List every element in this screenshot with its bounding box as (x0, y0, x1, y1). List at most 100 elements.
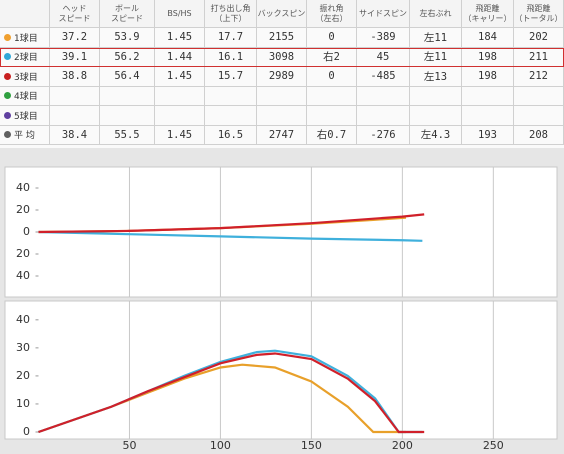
row-label-text: 5球目 (14, 111, 38, 122)
data-cell: -389 (357, 28, 410, 48)
data-cell: 198 (462, 67, 514, 87)
header-text: （トータル） (514, 13, 563, 23)
row-label: 1球目 (0, 28, 50, 48)
data-cell: 1.45 (155, 67, 205, 87)
data-cell: 55.5 (100, 125, 155, 145)
shot-table: ヘッド スピード ボール スピード BS/HS 打ち出し角 （上下） バックスピン 振れ角 （左右… (0, 0, 564, 148)
data-cell (307, 106, 357, 126)
data-cell: 37.2 (50, 28, 100, 48)
x-tick-label: 100 (210, 439, 231, 452)
y-tick-label: 40 (16, 181, 30, 194)
data-cell: 208 (514, 125, 564, 145)
x-tick-label: 50 (122, 439, 136, 452)
data-cell (357, 106, 410, 126)
data-cell (357, 86, 410, 106)
header-text: BS/HS (167, 8, 192, 18)
header-cell: 飛距離 （キャリー） (462, 0, 514, 28)
row-label: 3球目 (0, 67, 50, 87)
data-cell: -276 (357, 125, 410, 145)
header-text: 飛距離 (526, 3, 551, 13)
data-cell (514, 106, 564, 126)
row-marker (4, 72, 11, 80)
data-cell: 右0.7 (307, 125, 357, 145)
header-text: ヘッド (62, 3, 87, 13)
header-text: （キャリー） (463, 13, 512, 23)
data-cell: -485 (357, 67, 410, 87)
header-cell: サイドスピン (357, 0, 410, 28)
data-cell: 184 (462, 28, 514, 48)
header-text: 打ち出し角 (210, 3, 251, 13)
header-text: スピード (111, 13, 143, 23)
trajectory-line (38, 352, 425, 434)
data-cell: 0 (307, 67, 357, 87)
y-tick-label: 40 (16, 313, 30, 326)
data-cell: 16.5 (205, 125, 257, 145)
row-marker (4, 111, 11, 119)
data-cell: 193 (462, 125, 514, 145)
header-text: 飛距離 (475, 3, 500, 13)
row-marker (4, 33, 11, 41)
header-text: 振れ角 (319, 3, 344, 13)
header-text: サイドスピン (359, 8, 407, 18)
data-cell: 38.8 (50, 67, 100, 87)
data-cell: 38.4 (50, 125, 100, 145)
row-label: 5球目 (0, 106, 50, 126)
data-cell (155, 106, 205, 126)
y-tick-label: 10 (16, 397, 30, 410)
header-cell: BS/HS (155, 0, 205, 28)
y-tick-label: 0 (23, 425, 30, 438)
data-cell: 202 (514, 28, 564, 48)
data-cell: 17.7 (205, 28, 257, 48)
data-cell (257, 106, 307, 126)
header-text: （左右） (315, 13, 348, 23)
data-cell: 左4.3 (410, 125, 462, 145)
data-cell: 15.7 (205, 67, 257, 87)
data-cell (50, 86, 100, 106)
corner (0, 0, 50, 28)
row-label-text: 1球目 (14, 33, 38, 44)
x-tick-label: 150 (301, 439, 322, 452)
trajectory-line (38, 230, 423, 242)
header-text: バックスピン (257, 8, 306, 18)
data-cell (205, 106, 257, 126)
row-label: 4球目 (0, 86, 50, 106)
selected-row (0, 47, 564, 67)
header-cell: バックスピン (257, 0, 307, 28)
header-cell: 振れ角 （左右） (307, 0, 357, 28)
data-cell: 1.45 (155, 125, 205, 145)
row-marker (4, 131, 11, 139)
data-cell: 2989 (257, 67, 307, 87)
row-label-text: 4球目 (14, 92, 38, 103)
y-tick-label: 20 (16, 369, 30, 382)
x-tick-label: 250 (483, 439, 504, 452)
data-cell: 左13 (410, 67, 462, 87)
row-marker (4, 53, 11, 61)
data-cell: 1.45 (155, 28, 205, 48)
header-cell: 打ち出し角 （上下） (205, 0, 257, 28)
header-cell: ヘッド スピード (50, 0, 100, 28)
data-cell (257, 86, 307, 106)
row-marker (4, 92, 11, 100)
row-label: 平 均 (0, 125, 50, 145)
y-tick-label: 40 (16, 269, 30, 282)
data-cell (100, 106, 155, 126)
data-cell: 0 (307, 28, 357, 48)
trajectory-line (38, 213, 425, 234)
header-cell: 左右ぶれ (410, 0, 462, 28)
row-label-text: 3球目 (14, 72, 38, 83)
data-cell (410, 86, 462, 106)
header-text: （上下） (214, 13, 247, 23)
y-tick-label: 0 (23, 225, 30, 238)
row-label-text: 平 均 (14, 131, 35, 142)
header-cell: ボール スピード (100, 0, 155, 28)
data-cell (307, 86, 357, 106)
data-cell (514, 86, 564, 106)
header-text: スピード (58, 13, 91, 23)
row-label-text: 2球目 (14, 53, 38, 64)
data-cell (462, 86, 514, 106)
data-cell (155, 86, 205, 106)
data-cell (462, 106, 514, 126)
header-text: ボール (115, 3, 139, 13)
data-cell (410, 106, 462, 126)
x-tick-label: 200 (392, 439, 413, 452)
